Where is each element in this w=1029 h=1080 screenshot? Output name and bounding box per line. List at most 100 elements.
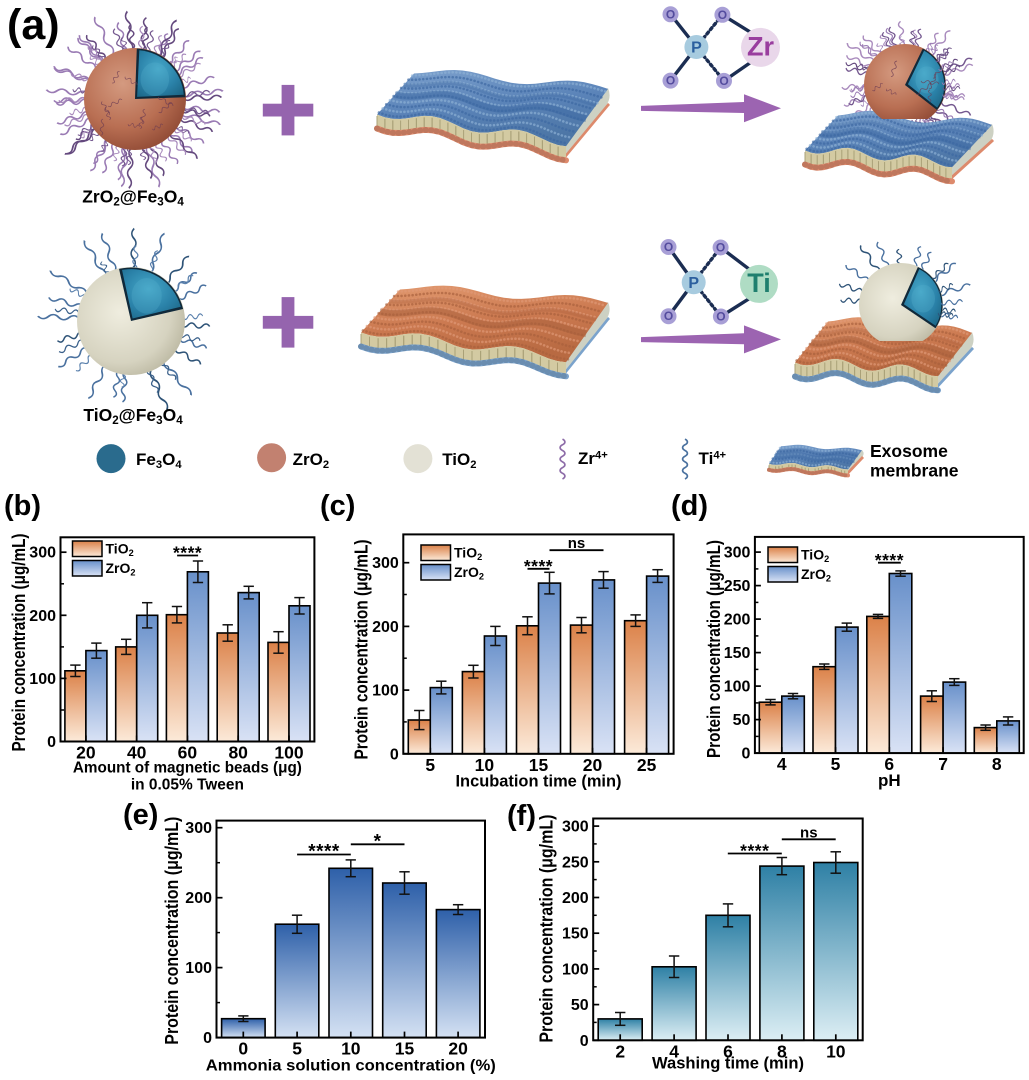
svg-text:(d): (d) xyxy=(671,490,708,522)
svg-text:300: 300 xyxy=(185,820,212,837)
svg-text:100: 100 xyxy=(29,671,56,688)
svg-text:Zr4+​: Zr4+​ xyxy=(578,449,608,468)
svg-text:0: 0 xyxy=(47,734,56,751)
svg-text:****: **** xyxy=(740,841,769,861)
svg-text:O: O xyxy=(666,7,675,21)
svg-text:10: 10 xyxy=(475,755,495,775)
svg-text:O: O xyxy=(716,310,725,324)
svg-text:200: 200 xyxy=(29,608,56,625)
svg-text:ZrO2​: ZrO2​ xyxy=(454,564,484,582)
svg-text:300: 300 xyxy=(724,545,751,562)
svg-text:(f): (f) xyxy=(507,800,536,832)
svg-text:20: 20 xyxy=(76,743,96,763)
svg-text:(b): (b) xyxy=(4,490,41,522)
svg-text:TiO2​: TiO2​ xyxy=(454,545,482,563)
svg-text:O: O xyxy=(664,309,673,323)
svg-text:ns: ns xyxy=(800,824,818,841)
svg-text:20: 20 xyxy=(583,755,603,775)
svg-text:15: 15 xyxy=(529,755,549,775)
svg-text:20: 20 xyxy=(448,1039,468,1059)
svg-text:200: 200 xyxy=(372,619,399,636)
svg-text:O: O xyxy=(719,74,728,88)
svg-text:100: 100 xyxy=(562,961,589,978)
svg-text:10: 10 xyxy=(826,1041,846,1061)
svg-text:P: P xyxy=(691,40,702,57)
svg-text:Protein concentration (μg/mL): Protein concentration (μg/mL) xyxy=(162,817,182,1045)
svg-text:****: **** xyxy=(524,556,553,576)
svg-text:10: 10 xyxy=(341,1039,361,1059)
svg-text:100: 100 xyxy=(185,960,212,977)
svg-text:0: 0 xyxy=(580,1033,589,1050)
svg-text:5: 5 xyxy=(425,755,435,775)
svg-text:****: **** xyxy=(308,842,340,863)
svg-text:0: 0 xyxy=(238,1039,248,1059)
svg-text:ns: ns xyxy=(568,535,586,552)
svg-text:150: 150 xyxy=(724,645,751,662)
svg-text:ZrO2​: ZrO2​ xyxy=(106,560,136,578)
svg-text:Zr: Zr xyxy=(747,31,774,61)
svg-text:Washing time (min): Washing time (min) xyxy=(652,1055,804,1073)
svg-text:100: 100 xyxy=(724,679,751,696)
svg-text:Protein concentration (μg/mL): Protein concentration (μg/mL) xyxy=(704,540,724,758)
svg-text:150: 150 xyxy=(562,926,589,943)
svg-text:100: 100 xyxy=(372,683,399,700)
svg-text:TiO2​@Fe3​O4​: TiO2​@Fe3​O4​ xyxy=(83,405,183,427)
svg-text:50: 50 xyxy=(733,712,751,729)
svg-text:****: **** xyxy=(875,550,904,570)
svg-text:4: 4 xyxy=(777,754,787,774)
svg-text:5: 5 xyxy=(831,754,841,774)
svg-text:300: 300 xyxy=(562,819,589,836)
svg-text:TiO2​: TiO2​ xyxy=(106,541,134,559)
svg-text:membrane: membrane xyxy=(870,461,959,481)
svg-text:pH: pH xyxy=(878,771,901,790)
svg-text:2: 2 xyxy=(615,1041,625,1061)
svg-text:O: O xyxy=(666,74,675,88)
svg-text:Protein concentration (μg/mL): Protein concentration (μg/mL) xyxy=(537,815,557,1043)
svg-text:O: O xyxy=(718,8,727,22)
svg-text:8: 8 xyxy=(992,754,1002,774)
svg-text:25: 25 xyxy=(637,755,657,775)
svg-text:Protein concentration (μg/mL): Protein concentration (μg/mL) xyxy=(9,534,29,752)
svg-text:P: P xyxy=(688,275,699,292)
svg-text:Amount of magnetic beads (μg): Amount of magnetic beads (μg) xyxy=(73,760,302,777)
svg-text:6: 6 xyxy=(723,1041,733,1061)
svg-text:6: 6 xyxy=(884,754,894,774)
svg-text:250: 250 xyxy=(724,578,751,595)
svg-text:200: 200 xyxy=(185,890,212,907)
svg-text:200: 200 xyxy=(724,612,751,629)
svg-text:O: O xyxy=(664,240,673,254)
svg-text:Exosome: Exosome xyxy=(870,441,948,461)
svg-text:40: 40 xyxy=(127,743,147,763)
svg-text:Incubation time (min): Incubation time (min) xyxy=(456,772,622,791)
svg-text:Protein concentration (μg/mL): Protein concentration (μg/mL) xyxy=(352,540,372,760)
svg-text:****: **** xyxy=(173,543,202,563)
svg-text:Ti: Ti xyxy=(747,268,771,298)
svg-text:0: 0 xyxy=(390,746,399,763)
svg-text:Ammonia solution concentration: Ammonia solution concentration (%) xyxy=(206,1058,496,1075)
svg-text:60: 60 xyxy=(178,743,198,763)
svg-text:0: 0 xyxy=(203,1030,212,1047)
svg-text:in 0.05% Tween: in 0.05% Tween xyxy=(131,777,244,794)
svg-text:0: 0 xyxy=(741,746,750,763)
svg-text:(e): (e) xyxy=(123,799,158,831)
svg-text:(a): (a) xyxy=(7,1,60,49)
svg-text:15: 15 xyxy=(395,1039,415,1059)
svg-text:250: 250 xyxy=(562,854,589,871)
svg-text:7: 7 xyxy=(938,754,948,774)
svg-text:ZrO2​@Fe3​O4​: ZrO2​@Fe3​O4​ xyxy=(82,187,184,209)
svg-text:300: 300 xyxy=(29,545,56,562)
svg-text:50: 50 xyxy=(571,997,589,1014)
svg-text:ZrO2​: ZrO2​ xyxy=(801,566,831,584)
svg-text:Ti4+​: Ti4+​ xyxy=(699,449,727,468)
svg-text:Fe3​O4​: Fe3​O4​ xyxy=(136,450,182,471)
svg-text:5: 5 xyxy=(292,1039,302,1059)
svg-text:*: * xyxy=(374,832,382,853)
svg-text:300: 300 xyxy=(372,555,399,572)
svg-text:TiO2​: TiO2​ xyxy=(801,547,829,565)
svg-text:4: 4 xyxy=(669,1041,679,1061)
svg-text:100: 100 xyxy=(274,743,303,763)
svg-text:TiO2​: TiO2​ xyxy=(442,450,476,471)
svg-text:O: O xyxy=(716,241,725,255)
svg-text:ZrO2​: ZrO2​ xyxy=(293,450,329,471)
svg-text:80: 80 xyxy=(228,743,248,763)
